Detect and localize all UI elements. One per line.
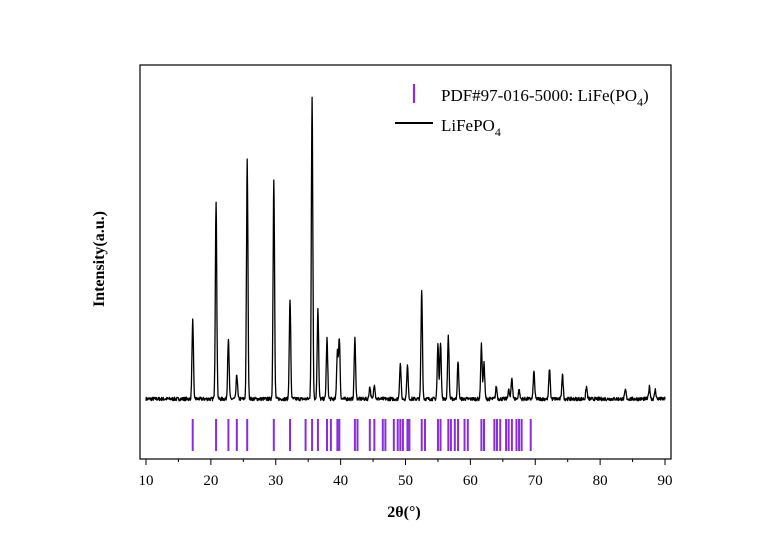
x-tick-label: 50	[398, 473, 413, 489]
pattern-line	[145, 96, 666, 402]
legend-reference-label: PDF#97-016-5000: LiFe(PO4)	[441, 86, 649, 109]
x-tick-label: 60	[463, 473, 478, 489]
x-tick-label: 80	[593, 473, 608, 489]
x-tick-label: 30	[268, 473, 283, 489]
x-tick-label: 70	[528, 473, 543, 489]
x-axis-title: 2θ(°)	[387, 504, 420, 521]
x-axis-ticks	[145, 459, 666, 465]
reference-sticks	[191, 419, 532, 451]
legend-pattern-label: LiFePO4	[441, 116, 501, 139]
x-tick-label: 40	[333, 473, 348, 489]
y-axis-title: Intensity(a.u.)	[91, 211, 108, 307]
x-tick-label: 20	[203, 473, 218, 489]
x-axis-tick-labels: 10 20 30 40 50 60 70 80 90	[139, 473, 673, 489]
x-tick-label: 10	[139, 473, 154, 489]
legend: PDF#97-016-5000: LiFe(PO4) LiFePO4	[395, 84, 649, 139]
pattern-series	[145, 96, 666, 402]
x-tick-label: 90	[658, 473, 673, 489]
